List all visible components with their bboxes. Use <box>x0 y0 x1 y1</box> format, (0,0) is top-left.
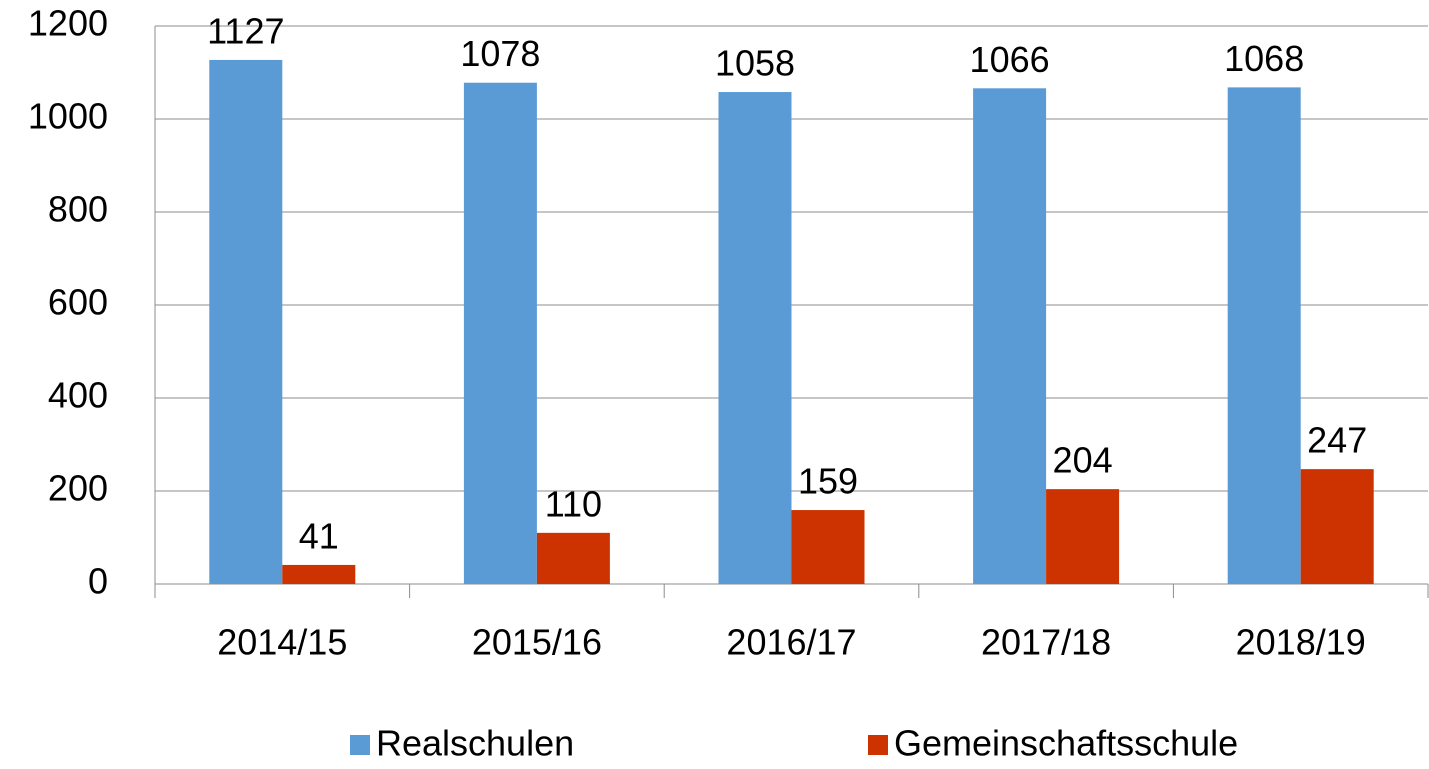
data-label: 1058 <box>715 43 795 84</box>
y-tick-label: 1200 <box>28 3 108 44</box>
data-label: 1066 <box>970 39 1050 80</box>
data-label: 1068 <box>1224 38 1304 79</box>
data-label: 1127 <box>207 10 284 51</box>
bar <box>1300 469 1374 584</box>
x-tick-label: 2017/18 <box>981 622 1111 663</box>
legend-swatch <box>868 735 888 755</box>
data-label: 247 <box>1307 420 1367 461</box>
data-label: 41 <box>299 515 339 556</box>
y-tick-label: 1000 <box>28 96 108 137</box>
bar <box>1227 87 1301 584</box>
bar <box>209 59 283 584</box>
x-tick-label: 2014/15 <box>217 622 347 663</box>
data-label: 159 <box>798 461 858 502</box>
y-tick-label: 0 <box>88 561 108 602</box>
data-label: 110 <box>545 483 602 524</box>
y-tick-label: 800 <box>48 189 108 230</box>
data-label: 204 <box>1053 440 1113 481</box>
x-tick-label: 2016/17 <box>726 622 856 663</box>
bar <box>718 92 792 584</box>
y-tick-label: 600 <box>48 282 108 323</box>
legend-swatch <box>350 735 370 755</box>
x-tick-label: 2015/16 <box>472 622 602 663</box>
bar <box>463 82 537 584</box>
bar <box>282 564 356 584</box>
bar <box>1046 489 1120 584</box>
bar <box>973 88 1047 584</box>
bar <box>536 532 610 584</box>
y-tick-label: 400 <box>48 375 108 416</box>
x-tick-label: 2018/19 <box>1236 622 1366 663</box>
y-tick-label: 200 <box>48 468 108 509</box>
data-label: 1078 <box>460 33 540 74</box>
legend-label: Gemeinschaftsschule <box>894 723 1238 764</box>
bar <box>791 510 865 584</box>
legend-label: Realschulen <box>376 723 574 764</box>
